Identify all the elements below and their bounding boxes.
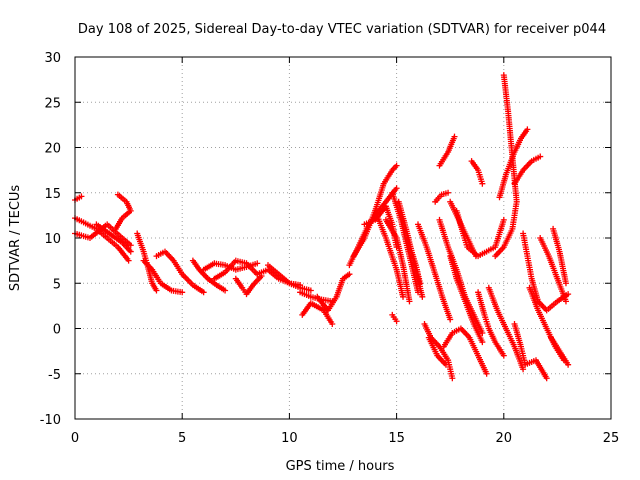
data-track: [153, 248, 207, 296]
y-tick-label: 20: [44, 142, 61, 157]
data-track: [485, 284, 527, 373]
x-tick-label: 0: [71, 431, 79, 446]
data-track: [548, 334, 572, 368]
y-tick-label: 15: [44, 187, 61, 202]
x-tick-label: 5: [178, 431, 186, 446]
data-track: [537, 235, 569, 305]
y-tick-label: 10: [44, 232, 61, 247]
data-track: [453, 207, 507, 260]
data-marks: [72, 72, 572, 382]
data-track: [415, 221, 454, 323]
data-track: [265, 262, 314, 294]
data-track: [72, 193, 85, 203]
x-axis-label: GPS time / hours: [286, 459, 395, 474]
data-track: [550, 225, 569, 287]
grid-layer: [75, 57, 611, 419]
data-track: [404, 235, 424, 287]
y-tick-label: -5: [48, 368, 61, 383]
data-track: [447, 253, 486, 346]
x-tick-label: 15: [388, 431, 405, 446]
data-track: [389, 189, 422, 296]
data-track: [436, 216, 486, 337]
data-track: [232, 273, 265, 298]
x-tick-label: 25: [603, 431, 620, 446]
data-track: [440, 325, 490, 377]
data-track: [496, 126, 531, 201]
axis-ticks: 0 5 10 15 20 25 -10 -5 0 5 10 15 20 25 30: [40, 51, 620, 446]
y-tick-label: -10: [40, 413, 61, 428]
data-track: [372, 207, 407, 300]
data-track: [211, 257, 261, 282]
data-track: [520, 230, 572, 314]
data-track: [468, 158, 486, 187]
data-track: [511, 321, 550, 382]
data-track: [314, 271, 353, 314]
data-track: [112, 191, 134, 232]
y-axis-label: SDTVAR / TECUs: [8, 185, 23, 292]
data-track: [421, 321, 456, 382]
y-tick-label: 0: [53, 323, 61, 338]
data-track: [189, 257, 229, 294]
data-track: [436, 133, 458, 169]
data-track: [382, 216, 413, 305]
data-track: [350, 162, 400, 260]
y-tick-label: 30: [44, 51, 61, 66]
data-track: [432, 189, 452, 205]
y-tick-label: 5: [53, 277, 61, 292]
chart-title: Day 108 of 2025, Sidereal Day-to-day VTE…: [78, 22, 606, 37]
y-tick-label: 25: [44, 96, 61, 111]
data-track: [475, 289, 507, 359]
data-track: [492, 72, 520, 260]
x-tick-label: 20: [496, 431, 513, 446]
data-track: [425, 334, 449, 368]
x-tick-label: 10: [281, 431, 298, 446]
data-track: [140, 257, 186, 296]
data-track: [299, 300, 336, 327]
data-track: [389, 311, 400, 325]
data-track: [200, 260, 261, 273]
data-track: [93, 221, 134, 255]
data-track: [511, 153, 544, 187]
